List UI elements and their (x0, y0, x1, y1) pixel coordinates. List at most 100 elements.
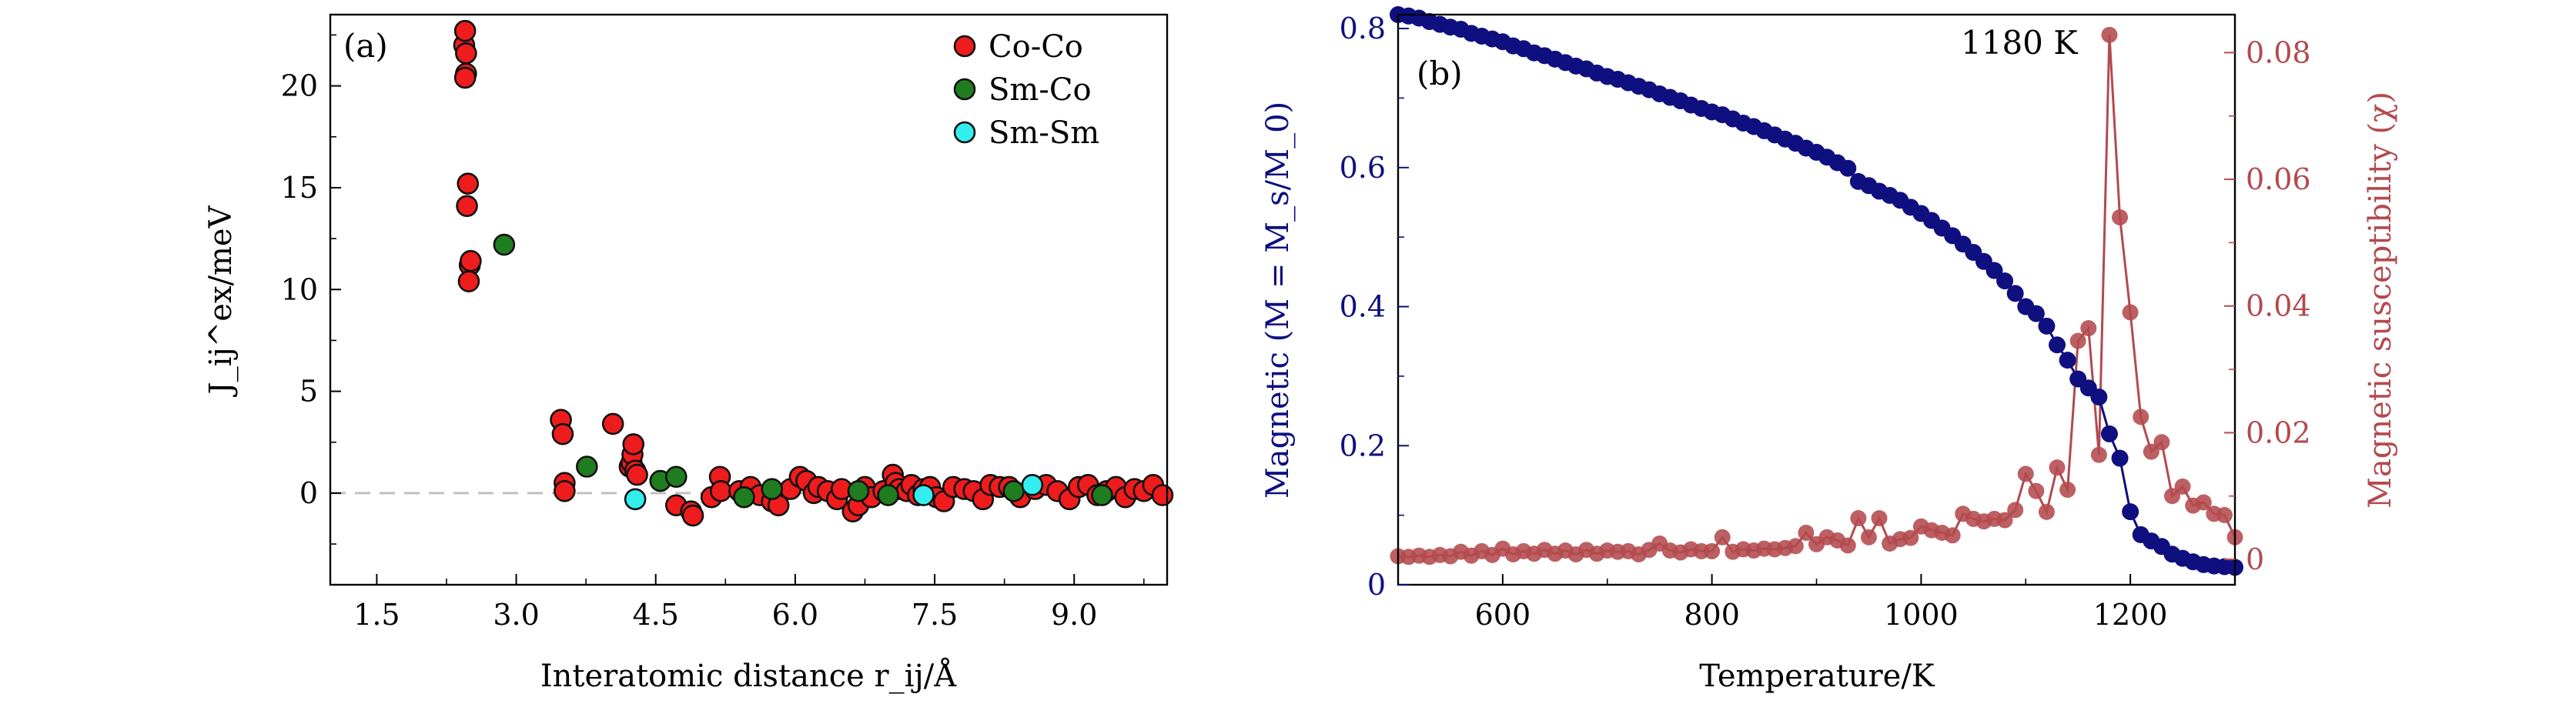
susceptibility-point (1850, 510, 1867, 527)
panel-a-point-co-co (709, 479, 732, 502)
panel-b-left-y-tick-label: 0.4 (1340, 290, 1386, 324)
panel-b-x-axis-label: Temperature/K (1699, 659, 1935, 694)
legend-marker-co-co (953, 35, 976, 58)
susceptibility-point (1714, 529, 1731, 546)
magnetization-point (2100, 425, 2118, 442)
legend-label-sm-sm: Sm-Sm (989, 115, 1099, 151)
panel-a-point-sm-co (733, 485, 755, 509)
panel-b-right-y-tick-label: 0.06 (2246, 162, 2311, 196)
susceptibility-point (2090, 446, 2107, 463)
panel-a-y-tick-label: 5 (299, 375, 318, 409)
legend-label-co-co: Co-Co (989, 29, 1083, 65)
susceptibility-point (1787, 538, 1804, 555)
panel-a-y-tick-label: 20 (281, 69, 318, 103)
panel-a-point-sm-co (1002, 479, 1025, 502)
panel-b-left-y-tick-label: 0.6 (1340, 151, 1386, 185)
panel-a-point-co-co (455, 42, 477, 65)
panel-a-point-co-co (554, 479, 576, 502)
susceptibility-point (2059, 482, 2076, 498)
legend-label-sm-co: Sm-Co (989, 72, 1092, 108)
panel-a-point-co-co (456, 195, 478, 218)
panel-a-point-co-co (626, 463, 648, 486)
susceptibility-point (1860, 529, 1877, 546)
susceptibility-point (1944, 527, 1961, 544)
panel-b-right-y-tick-label: 0 (2246, 542, 2264, 576)
panel-b-right-y-tick-label: 0.02 (2246, 415, 2311, 449)
panel-a-point-sm-co (664, 465, 687, 489)
panel-a-point-sm-co (761, 478, 783, 500)
panel-a-point-co-co (1151, 484, 1174, 506)
panel-a-x-axis-label: Interatomic distance r_ij/Å (540, 658, 957, 694)
panel-a-point-sm-sm (912, 484, 935, 506)
susceptibility-point (2143, 443, 2159, 460)
panel-b-right-y-tick-label: 0.08 (2246, 35, 2311, 69)
panel-b-right-y-tick-label: 0.04 (2246, 289, 2311, 323)
magnetization-line (1397, 13, 2236, 569)
panel-a-point-sm-co (576, 455, 598, 478)
susceptibility-point (1871, 510, 1888, 527)
magnetization-point (1986, 262, 2003, 279)
magnetization-point (1839, 159, 1857, 177)
panel-a-point-sm-co (877, 484, 899, 506)
panel-a-point-sm-co (847, 479, 870, 502)
susceptibility-point (1902, 529, 1919, 546)
susceptibility-point (2080, 320, 2097, 337)
panel-a-y-tick-label: 10 (281, 272, 318, 306)
panel-b-left-y-ticks: 0 0.2 0.4 0.6 0.8 (1340, 12, 1409, 602)
susceptibility-point (2216, 506, 2233, 523)
panel-a-point-sm-sm (624, 488, 647, 511)
susceptibility-point (2049, 459, 2066, 476)
panel-a: 1.5 3.0 4.5 6.0 7.5 9.0 0 5 10 15 20 (a) Interato… (203, 13, 1174, 694)
panel-a-point-co-co (453, 19, 477, 42)
magnetization-point (1996, 272, 2014, 290)
magnetization-point (2111, 449, 2129, 467)
legend-marker-sm-co (953, 78, 976, 101)
magnetization-point (2059, 352, 2076, 369)
susceptibility-point (2038, 503, 2055, 520)
panel-b-x-tick-label: 1200 (2093, 598, 2168, 632)
susceptibility-point (2174, 478, 2191, 495)
panel-a-point-co-co (457, 172, 480, 195)
panel-b-x-tick-label: 800 (1684, 598, 1740, 632)
magnetization-point (2006, 285, 2024, 302)
panel-a-point-co-co (453, 66, 477, 89)
panel-a-x-tick-label: 9.0 (1051, 598, 1097, 632)
susceptibility-point (2028, 482, 2045, 499)
susceptibility-point (2133, 409, 2149, 425)
panel-b-x-tick-label: 1000 (1884, 598, 1959, 632)
panel-b-plot-area (1390, 6, 2243, 576)
magnetization-point (2090, 389, 2108, 406)
panel-a-legend: Co-Co Sm-Co Sm-Sm (953, 29, 1099, 151)
susceptibility-point (1996, 512, 2013, 529)
panel-a-frame (329, 13, 1169, 586)
panel-a-point-sm-sm (1021, 474, 1044, 496)
susceptibility-point (2112, 209, 2129, 225)
panel-b-right-y-ticks: 0 0.02 0.04 0.06 0.08 (2224, 35, 2311, 576)
susceptibility-point (2101, 26, 2118, 43)
panel-a-point-sm-co (493, 233, 516, 256)
panel-a-x-tick-label: 7.5 (912, 598, 958, 632)
susceptibility-point (2153, 434, 2170, 451)
susceptibility-point (1798, 524, 1815, 541)
panel-a-x-tick-label: 1.5 (353, 598, 400, 632)
panel-b-frame (1397, 13, 2236, 586)
panel-a-point-co-co (460, 249, 482, 272)
susceptibility-point (2122, 304, 2139, 321)
panel-b-x-ticks: 600 800 1000 1200 (1475, 574, 2168, 632)
panel-b-left-y-tick-label: 0.8 (1340, 12, 1386, 45)
panel-b: 600 800 1000 1200 0 0.2 0.4 0.6 0.8 0 0.02 0.04 0.… (1260, 6, 2398, 694)
panel-a-point-co-co (551, 422, 574, 445)
panel-a-x-ticks: 1.5 3.0 4.5 6.0 7.5 9.0 (353, 574, 1145, 632)
panel-a-y-ticks: 0 5 10 15 20 (281, 34, 341, 545)
legend-marker-sm-sm (953, 121, 976, 144)
panel-b-label: (b) (1417, 55, 1463, 92)
panel-a-plot-area (330, 19, 1174, 527)
panel-a-point-co-co (457, 270, 480, 292)
panel-b-x-tick-label: 600 (1475, 598, 1531, 632)
panel-a-y-tick-label: 15 (281, 171, 318, 205)
magnetization-point (2122, 503, 2139, 521)
panel-a-x-tick-label: 6.0 (772, 598, 818, 632)
panel-b-right-y-axis-label: Magnetic susceptibility (χ) (2363, 92, 2398, 509)
panel-a-x-tick-label: 3.0 (493, 598, 539, 632)
